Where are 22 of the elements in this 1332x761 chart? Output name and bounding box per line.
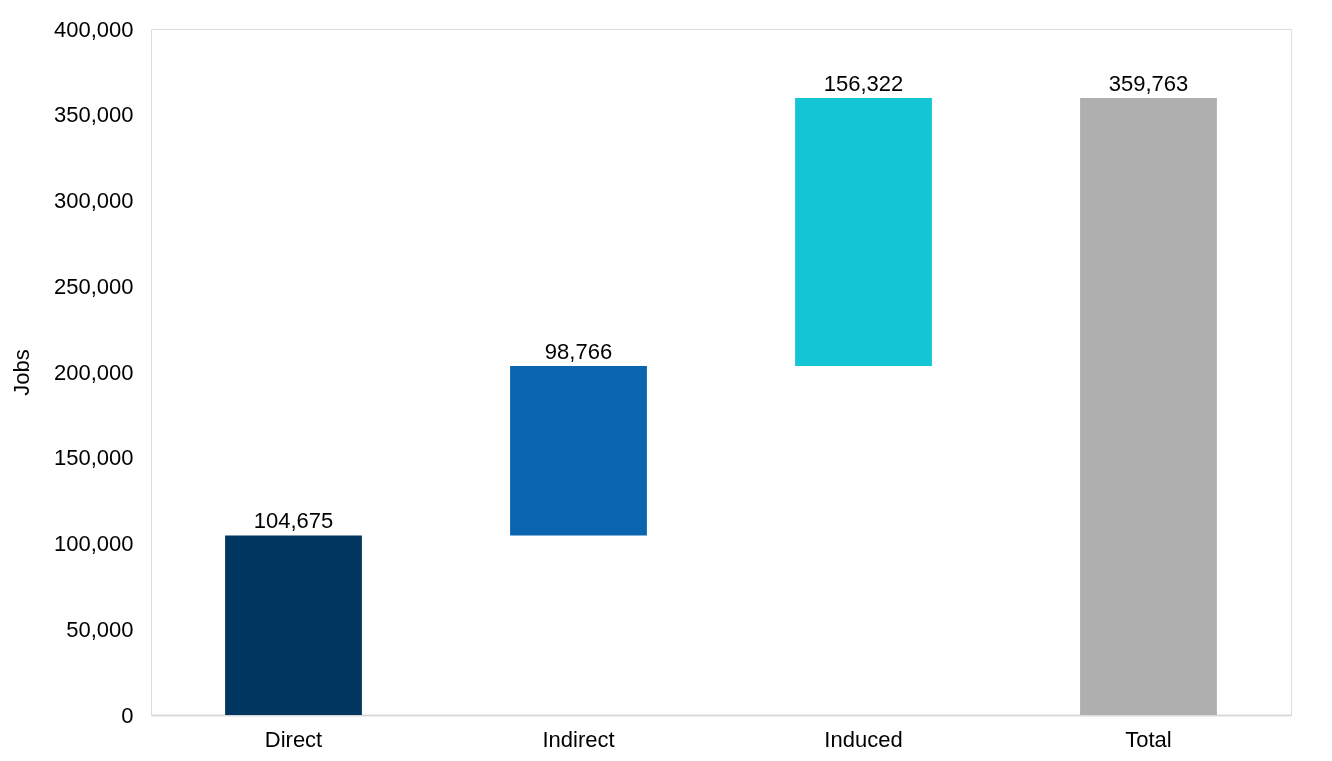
y-tick-label: 0: [121, 702, 134, 728]
x-tick-label: Induced: [824, 726, 903, 752]
y-axis-title: Jobs: [8, 349, 34, 396]
y-tick-label: 300,000: [53, 188, 134, 213]
y-tick-label: 150,000: [53, 445, 134, 471]
bar: [510, 366, 647, 536]
y-tick-label: 400,000: [53, 16, 134, 42]
y-tick-label: 250,000: [53, 273, 134, 299]
bar: [1080, 98, 1217, 715]
y-tick-label: 100,000: [53, 531, 134, 556]
data-label: 98,766: [544, 339, 613, 365]
data-label: 104,675: [253, 508, 334, 534]
bar: [795, 98, 932, 367]
x-tick-label: Direct: [264, 726, 323, 752]
y-tick-label: 200,000: [53, 359, 134, 385]
x-tick-label: Indirect: [542, 726, 615, 752]
bar: [225, 535, 362, 715]
data-label: 359,763: [1108, 71, 1189, 97]
y-tick-label: 350,000: [53, 102, 134, 128]
y-tick-label: 50,000: [66, 616, 134, 642]
data-label: 156,322: [823, 71, 904, 97]
x-tick-label: Total: [1125, 726, 1172, 752]
